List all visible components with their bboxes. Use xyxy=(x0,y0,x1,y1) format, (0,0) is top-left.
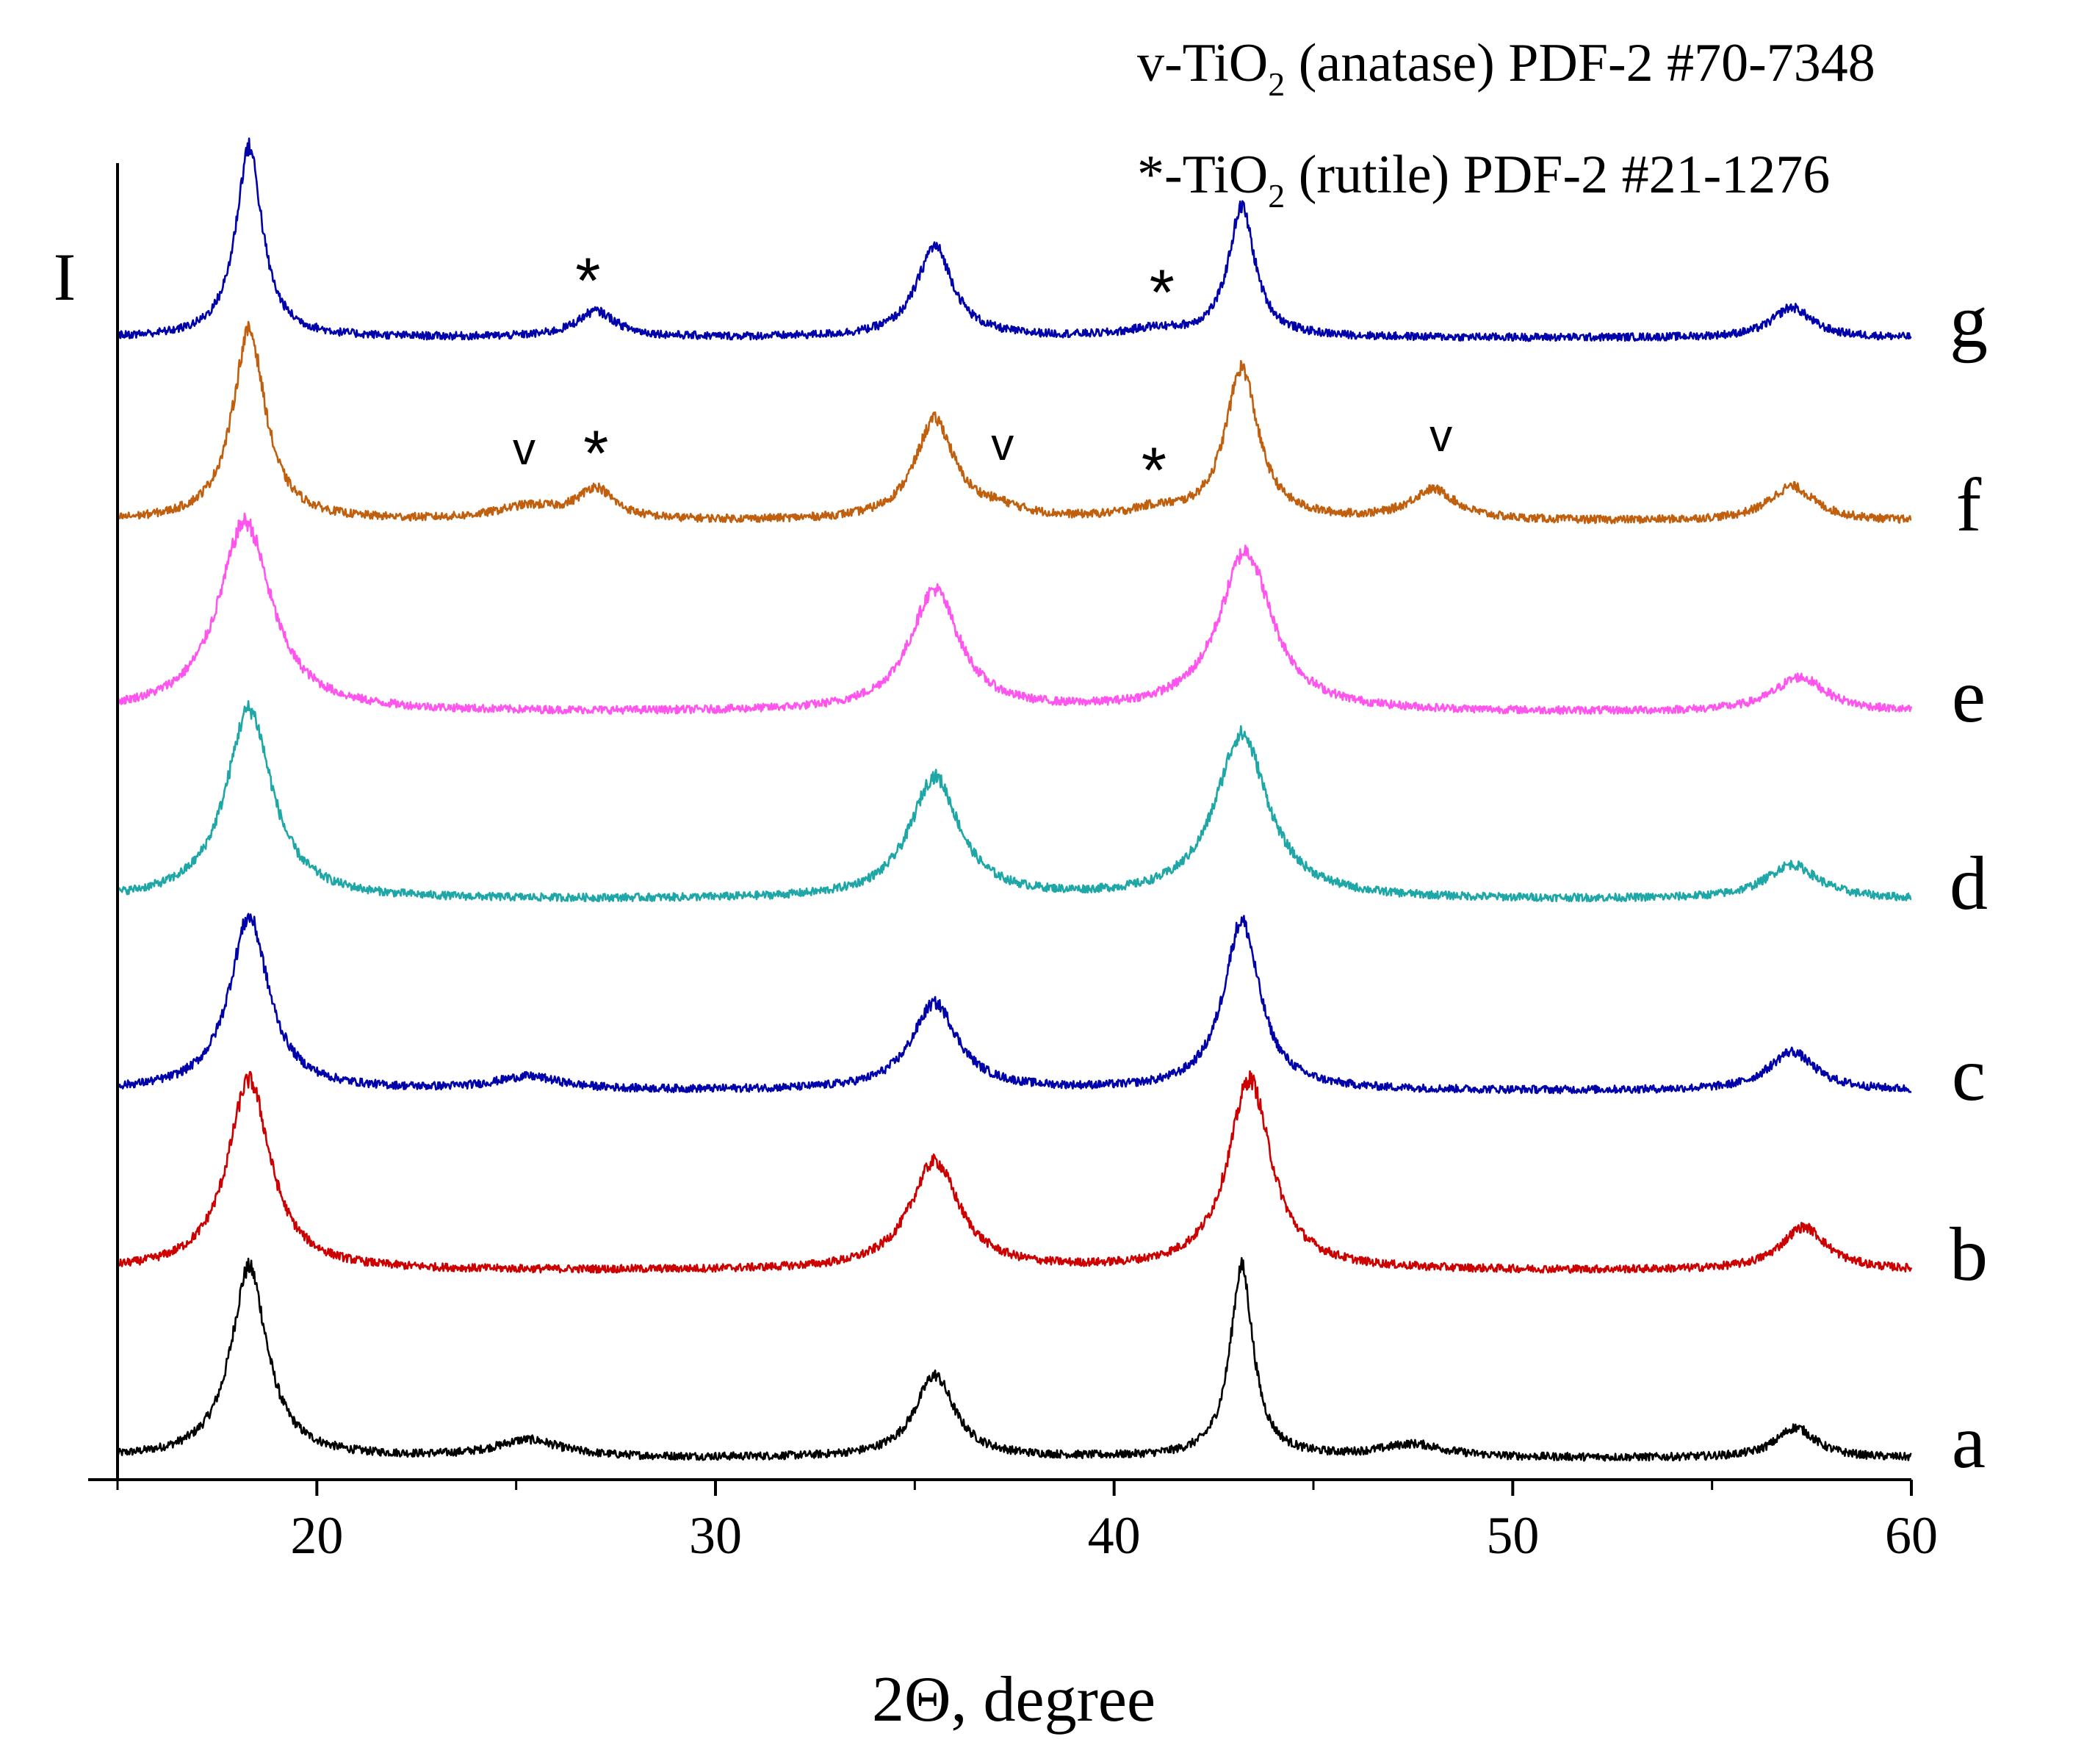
rutile-marker: * xyxy=(1142,433,1167,506)
legend: v-TiO2 (anatase) PDF-2 #70-7348 *-TiO2 (r… xyxy=(1137,33,1875,215)
anatase-marker: v xyxy=(991,420,1014,470)
series-line-a xyxy=(116,1257,1912,1462)
x-tick-label: 50 xyxy=(1486,1506,1539,1565)
rutile-marker: * xyxy=(583,417,608,489)
legend-entry: *-TiO2 (rutile) PDF-2 #21-1276 xyxy=(1137,145,1830,215)
series-line-b xyxy=(117,1070,1913,1274)
series-line-d xyxy=(116,700,1912,903)
x-ticks: 20 30 40 50 60 xyxy=(116,1480,1938,1565)
series-line-c xyxy=(116,912,1912,1095)
series-label-g: g xyxy=(1950,279,1988,364)
x-tick-label: 20 xyxy=(290,1506,343,1565)
series-label-b: b xyxy=(1950,1212,1988,1297)
x-tick-label: 30 xyxy=(689,1506,742,1565)
rutile-marker: * xyxy=(1150,256,1175,328)
y-axis-label: I xyxy=(54,240,76,314)
series-line-g xyxy=(117,137,1912,342)
series-labels: a b c d e f g xyxy=(1950,279,1988,1484)
anatase-marker: v xyxy=(513,424,536,475)
x-axis-label: 2Θ, degree xyxy=(872,1664,1155,1735)
series-line-e xyxy=(116,512,1913,716)
series-label-e: e xyxy=(1952,654,1986,738)
series-label-a: a xyxy=(1952,1400,1986,1484)
series-label-c: c xyxy=(1952,1032,1986,1117)
x-tick-label: 60 xyxy=(1885,1506,1938,1565)
rutile-marker: * xyxy=(575,244,600,317)
series-line-f xyxy=(116,320,1912,525)
legend-entry: v-TiO2 (anatase) PDF-2 #70-7348 xyxy=(1137,33,1875,103)
anatase-marker: v xyxy=(1429,411,1452,461)
series-group xyxy=(116,137,1913,1462)
series-label-d: d xyxy=(1950,841,1988,926)
annotations: * * v * v * v xyxy=(513,244,1452,506)
series-label-f: f xyxy=(1956,463,1982,547)
x-tick-label: 40 xyxy=(1088,1506,1141,1565)
